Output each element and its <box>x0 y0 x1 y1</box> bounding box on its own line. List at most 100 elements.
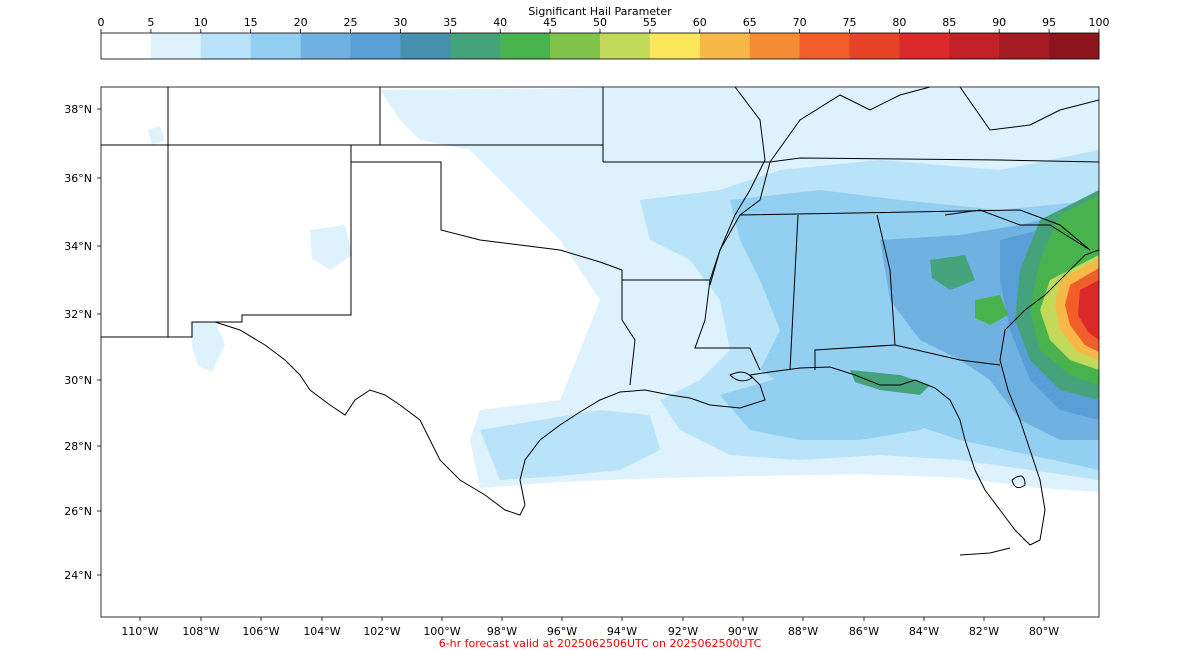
boundary-nm-tx <box>168 145 352 338</box>
latitude-label: 30°N <box>64 374 92 387</box>
shading-level-5-nm <box>310 225 352 270</box>
map-panel: 38°N 36°N 34°N 32°N 30°N 28°N 26°N 24°N 110°W 10… <box>64 86 1100 638</box>
boundary-tennessee <box>739 209 1091 251</box>
shading-level-10-gulf <box>480 410 660 480</box>
mississippi-river <box>709 87 766 286</box>
colorbar-tick-label: 75 <box>843 16 857 29</box>
colorbar-tick-label: 60 <box>693 16 707 29</box>
colorbar-swatch <box>600 33 651 59</box>
longitude-label: 102°W <box>363 625 400 638</box>
colorbar-tick-label: 15 <box>244 16 258 29</box>
colorbar-swatch <box>899 33 950 59</box>
colorbar-swatches <box>101 33 1100 59</box>
colorbar-swatch <box>649 33 701 59</box>
colorbar-swatch <box>1049 33 1100 59</box>
longitude-label: 98°W <box>487 625 517 638</box>
colorbar-tick-label: 40 <box>493 16 507 29</box>
longitude-label: 92°W <box>668 625 698 638</box>
colorbar-tick-label: 5 <box>147 16 154 29</box>
colorbar-ticks: 0 5 10 15 20 25 30 35 40 45 50 55 60 65 70 75 80 85 90 95 10… <box>98 16 1110 33</box>
colorbar-tick-label: 45 <box>543 16 557 29</box>
colorbar-swatch <box>150 33 202 59</box>
longitude-label: 80°W <box>1029 625 1059 638</box>
longitude-label: 82°W <box>969 625 999 638</box>
longitude-label: 88°W <box>788 625 818 638</box>
longitude-label: 100°W <box>423 625 460 638</box>
hail-parameter-field <box>148 88 1099 492</box>
shading-level-35-ga <box>930 255 975 290</box>
colorbar-title: Significant Hail Parameter <box>528 5 672 18</box>
rio-grande <box>192 321 526 516</box>
boundaries <box>101 87 1099 556</box>
longitude-label: 84°W <box>909 625 939 638</box>
colorbar-swatch <box>799 33 850 59</box>
florida-keys <box>959 547 1011 556</box>
shading-level-80 <box>1078 280 1099 340</box>
colorbar-tick-label: 80 <box>892 16 906 29</box>
map-content <box>101 87 1099 556</box>
longitude-label: 94°W <box>607 625 637 638</box>
longitude-label: 108°W <box>182 625 219 638</box>
colorbar: 0 5 10 15 20 25 30 35 40 45 50 55 60 65 70 75 80 85 90 95 10… <box>98 16 1110 60</box>
longitude-labels: 110°W 108°W 106°W 104°W 102°W 100°W 98°W 96°W 94… <box>121 617 1059 638</box>
lake-okeechobee <box>1011 475 1026 489</box>
boundary-virginia <box>959 87 1099 131</box>
forecast-caption: 6-hr forecast valid at 2025062506UTC on … <box>439 637 762 650</box>
latitude-label: 38°N <box>64 103 92 116</box>
colorbar-tick-label: 50 <box>593 16 607 29</box>
colorbar-tick-label: 100 <box>1089 16 1110 29</box>
colorbar-tick-label: 10 <box>194 16 208 29</box>
boundary-ga-fl <box>894 344 1001 366</box>
longitude-label: 86°W <box>849 625 879 638</box>
boundary-carolinas <box>944 209 1091 251</box>
shading-level-5-ok <box>148 126 165 145</box>
colorbar-tick-label: 55 <box>643 16 657 29</box>
colorbar-tick-label: 65 <box>743 16 757 29</box>
colorbar-swatch <box>550 33 601 59</box>
colorbar-swatch <box>699 33 750 59</box>
boundary-oklahoma <box>351 161 623 271</box>
colorbar-swatch <box>999 33 1050 59</box>
colorbar-swatch <box>200 33 251 59</box>
latitude-label: 26°N <box>64 505 92 518</box>
colorbar-swatch <box>300 33 351 59</box>
latitude-label: 34°N <box>64 240 92 253</box>
latitude-label: 28°N <box>64 440 92 453</box>
colorbar-swatch <box>949 33 1000 59</box>
ohio-river <box>769 87 931 163</box>
shading-level-35-fl <box>850 370 930 395</box>
boundary-ms-al <box>789 214 799 371</box>
latitude-label: 32°N <box>64 308 92 321</box>
latitude-label: 24°N <box>64 569 92 582</box>
boundary-louisiana <box>694 279 761 371</box>
colorbar-swatch <box>400 33 451 59</box>
boundary-kentucky <box>769 157 1099 163</box>
colorbar-swatch <box>849 33 900 59</box>
longitude-label: 96°W <box>547 625 577 638</box>
colorbar-tick-label: 25 <box>344 16 358 29</box>
colorbar-tick-label: 70 <box>793 16 807 29</box>
lake-pontchartrain <box>729 371 753 382</box>
latitude-label: 36°N <box>64 172 92 185</box>
colorbar-tick-label: 90 <box>992 16 1006 29</box>
latitude-labels: 38°N 36°N 34°N 32°N 30°N 28°N 26°N 24°N <box>64 103 101 582</box>
colorbar-swatch <box>250 33 301 59</box>
map-frame <box>100 86 1100 618</box>
shading-level-40-sc <box>975 295 1008 325</box>
longitude-label: 104°W <box>303 625 340 638</box>
boundary-tx-la <box>621 270 636 386</box>
gulf-coastline <box>519 249 1099 546</box>
colorbar-tick-label: 85 <box>942 16 956 29</box>
colorbar-tick-label: 30 <box>393 16 407 29</box>
colorbar-tick-label: 20 <box>294 16 308 29</box>
colorbar-swatch <box>350 33 401 59</box>
colorbar-tick-label: 95 <box>1042 16 1056 29</box>
colorbar-swatch <box>101 33 152 59</box>
colorbar-swatch <box>450 33 501 59</box>
colorbar-swatch <box>500 33 551 59</box>
longitude-label: 90°W <box>728 625 758 638</box>
shading-level-5-west <box>190 322 225 372</box>
colorbar-swatch <box>749 33 800 59</box>
longitude-label: 110°W <box>121 625 158 638</box>
